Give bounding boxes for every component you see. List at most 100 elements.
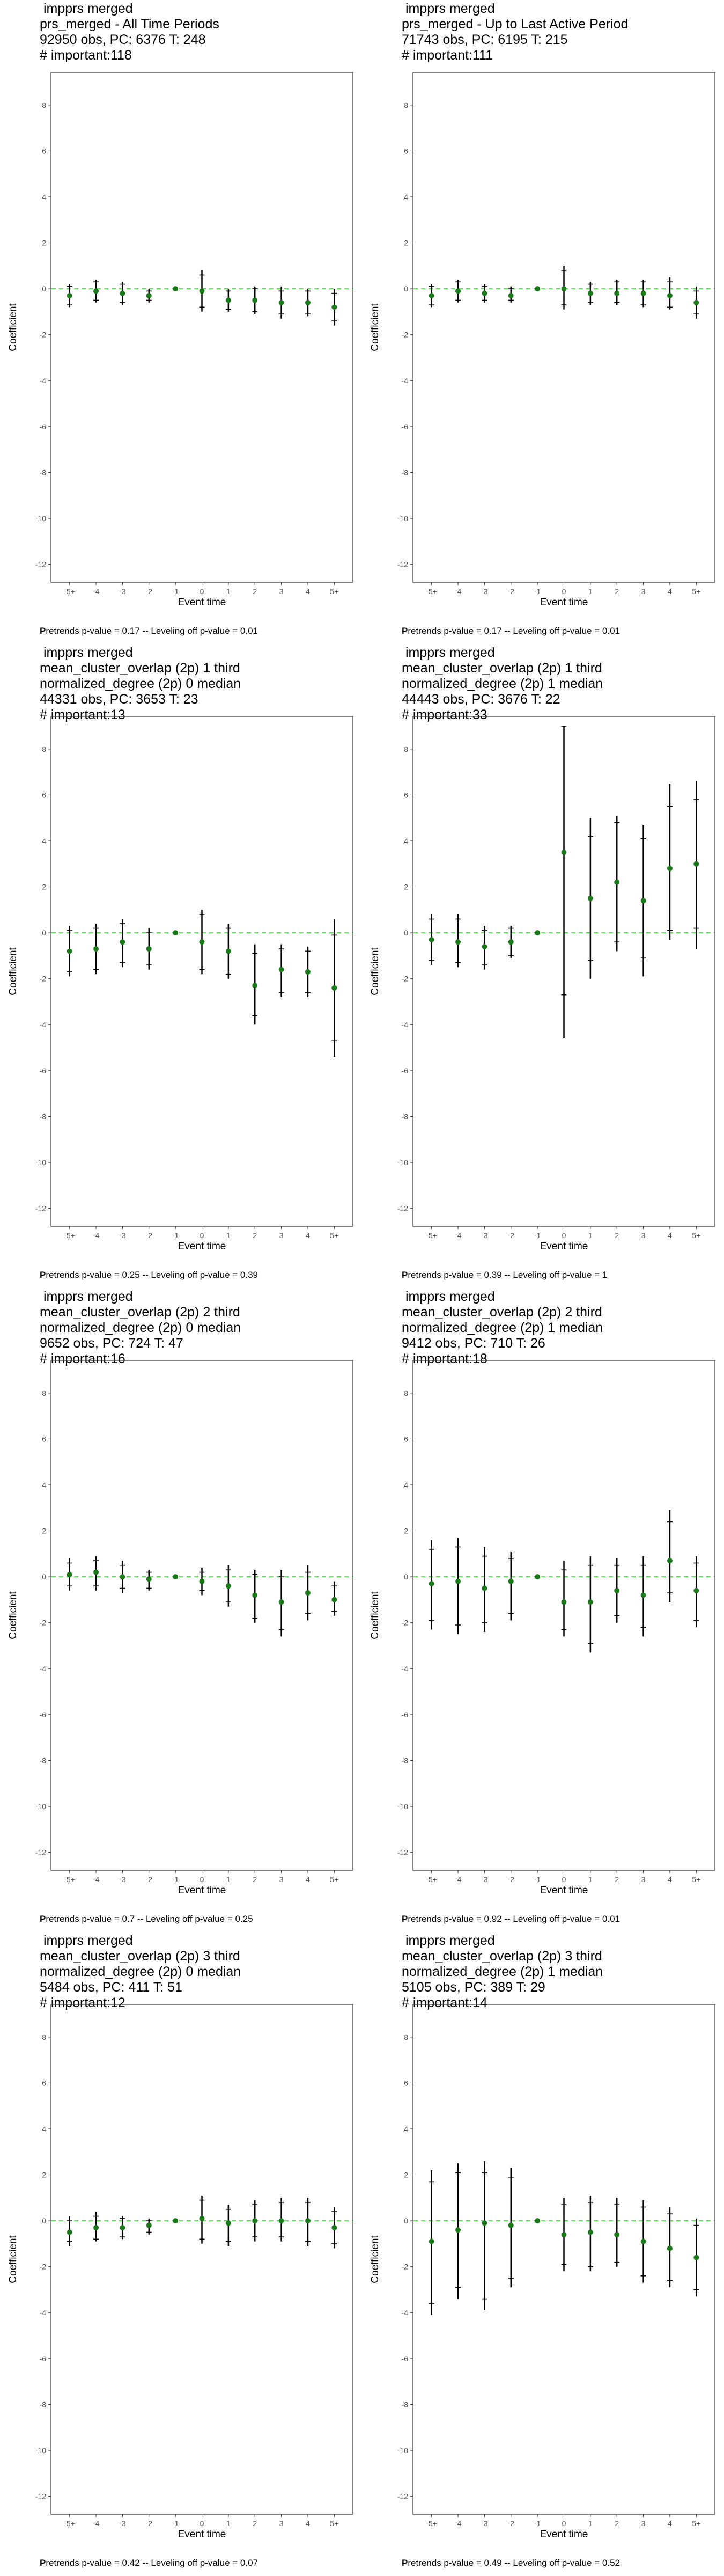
point-estimate [173, 2218, 179, 2224]
x-tick-label: -2 [146, 1875, 153, 1884]
point-estimate [508, 939, 514, 945]
y-tick-label: 2 [404, 239, 408, 247]
y-tick-label: 4 [42, 2125, 46, 2133]
y-tick-label: -10 [397, 514, 408, 523]
point-estimate [508, 292, 514, 298]
x-tick-label: -5+ [64, 2519, 75, 2528]
panel-title: impprs merged mean_cluster_overlap (2p) 3… [40, 1933, 241, 2011]
y-tick-label: -10 [397, 1158, 408, 1167]
x-tick-label: 1 [588, 587, 593, 596]
panel-title-line: # important:14 [402, 1995, 487, 2010]
panel-title-line: # important:118 [40, 48, 132, 63]
point-estimate [535, 286, 541, 292]
point-estimate [93, 946, 99, 952]
point-estimate [693, 1587, 699, 1593]
panel-title-line: 5105 obs, PC: 389 T: 29 [402, 1980, 545, 1995]
point-estimate [278, 299, 284, 305]
x-tick-label: 4 [306, 587, 310, 596]
y-tick-label: 4 [42, 837, 46, 845]
y-tick-label: -12 [397, 1204, 408, 1213]
estimate-marks [429, 1510, 699, 1653]
point-estimate [199, 2215, 205, 2221]
panel-title-line: normalized_degree (2p) 0 median [40, 1320, 241, 1335]
y-tick-label: -12 [397, 1848, 408, 1857]
estimate-marks [67, 1556, 337, 1637]
point-estimate [146, 1576, 152, 1582]
y-tick-label: 6 [404, 1435, 408, 1443]
point-estimate [667, 292, 673, 298]
y-tick-label: -12 [35, 560, 46, 569]
panel-title-line: 92950 obs, PC: 6376 T: 248 [40, 32, 206, 47]
point-estimate [587, 895, 593, 901]
pvalue-footer-lead: P [40, 1914, 46, 1924]
panel-title-line: 5484 obs, PC: 411 T: 51 [40, 1980, 182, 1995]
point-estimate [252, 983, 258, 989]
panel-title-line: impprs merged [402, 645, 495, 660]
y-tick-label: -2 [402, 1619, 409, 1627]
point-estimate [535, 2218, 541, 2224]
pvalue-footer: Pretrends p-value = 0.49 -- Leveling off… [402, 2558, 620, 2568]
pvalue-footer: Pretrends p-value = 0.92 -- Leveling off… [402, 1914, 620, 1924]
panel-title-line: impprs merged [40, 1933, 133, 1948]
x-tick-label: -5+ [426, 1231, 437, 1240]
x-tick-label: -2 [508, 1875, 515, 1884]
panel-title-line: mean_cluster_overlap (2p) 2 third [402, 1305, 602, 1320]
panel-title-line: normalized_degree (2p) 0 median [40, 1964, 241, 1979]
x-axis-title: Event time [178, 2529, 226, 2540]
point-estimate [331, 304, 337, 310]
point-estimate [146, 2222, 152, 2228]
point-estimate [640, 2238, 646, 2244]
point-estimate [120, 939, 125, 945]
estimate-marks [429, 266, 699, 319]
pvalue-footer: Pretrends p-value = 0.7 -- Leveling off … [40, 1914, 253, 1924]
x-tick-label: 4 [306, 1875, 310, 1884]
point-estimate [199, 1578, 205, 1584]
x-tick-label: 3 [279, 1231, 284, 1240]
x-tick-label: 2 [253, 587, 257, 596]
y-tick-label: 6 [42, 1435, 46, 1443]
x-tick-label: -5+ [64, 1231, 75, 1240]
x-tick-label: -2 [508, 1231, 515, 1240]
pvalue-footer-text: retrends p-value = 0.49 -- Leveling off … [408, 2558, 620, 2568]
y-tick-label: -8 [402, 1112, 409, 1121]
x-tick-label: 5+ [330, 1231, 338, 1240]
x-tick-label: -5+ [426, 2519, 437, 2528]
x-tick-label: 2 [615, 587, 619, 596]
x-tick-label: -1 [172, 1231, 179, 1240]
point-estimate [93, 288, 99, 294]
x-tick-label: 5+ [692, 1231, 700, 1240]
x-tick-label: -3 [119, 2519, 126, 2528]
panel-title-line: impprs merged [402, 1933, 495, 1948]
y-tick-label: 2 [404, 2171, 408, 2179]
y-tick-label: 8 [404, 2033, 408, 2041]
y-tick-label: -6 [402, 1710, 409, 1719]
panel-title-line: normalized_degree (2p) 1 median [402, 1964, 603, 1979]
y-axis-title: Coefficient [8, 1591, 19, 1640]
x-tick-label: -5+ [426, 1875, 437, 1884]
x-tick-label: 4 [306, 2519, 310, 2528]
point-estimate [120, 1574, 125, 1580]
point-estimate [252, 1592, 258, 1598]
y-tick-label: -10 [35, 514, 46, 523]
x-tick-label: -4 [93, 587, 100, 596]
x-tick-label: 3 [641, 1231, 646, 1240]
y-tick-label: 2 [42, 883, 46, 891]
y-tick-label: 8 [404, 745, 408, 753]
point-estimate [67, 2229, 72, 2235]
x-tick-label: -2 [146, 587, 153, 596]
point-estimate [67, 948, 72, 954]
y-tick-label: -8 [402, 468, 409, 477]
pvalue-footer-lead: P [402, 2558, 408, 2568]
y-tick-label: 0 [404, 2216, 408, 2225]
x-tick-label: -1 [172, 2519, 179, 2528]
point-estimate [693, 861, 699, 867]
pvalue-footer: Pretrends p-value = 0.42 -- Leveling off… [40, 2558, 258, 2568]
y-tick-label: -4 [40, 376, 47, 385]
y-tick-label: -12 [397, 2492, 408, 2501]
x-tick-label: -1 [172, 587, 179, 596]
pvalue-footer-text: retrends p-value = 0.92 -- Leveling off … [408, 1914, 620, 1924]
point-estimate [278, 2218, 284, 2224]
x-tick-label: 3 [279, 587, 284, 596]
point-estimate [561, 850, 567, 855]
